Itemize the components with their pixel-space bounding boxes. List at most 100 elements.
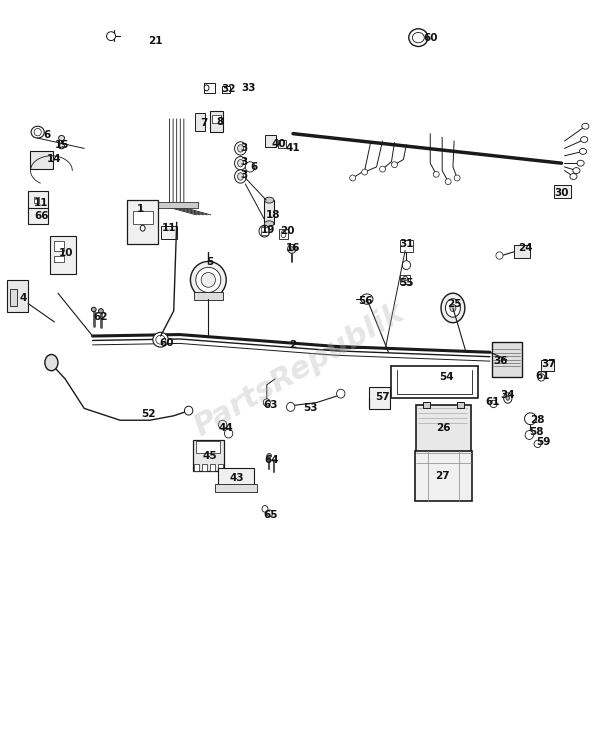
Text: 7: 7 — [200, 118, 208, 127]
Ellipse shape — [445, 178, 451, 184]
Bar — [204, 83, 215, 93]
Text: 24: 24 — [518, 243, 533, 253]
Bar — [401, 275, 410, 284]
Ellipse shape — [582, 124, 589, 130]
Text: 5: 5 — [206, 258, 213, 267]
Bar — [194, 292, 222, 300]
Text: 61: 61 — [535, 371, 550, 381]
Bar — [28, 208, 48, 224]
Bar — [194, 464, 199, 471]
Ellipse shape — [392, 162, 398, 168]
Text: 34: 34 — [501, 390, 515, 400]
Text: 30: 30 — [554, 188, 569, 198]
Text: 16: 16 — [286, 243, 300, 253]
Text: 32: 32 — [221, 84, 236, 94]
Ellipse shape — [413, 33, 425, 43]
Text: 11: 11 — [161, 223, 176, 233]
Ellipse shape — [409, 29, 428, 47]
Text: PartsRepublik: PartsRepublik — [188, 298, 410, 442]
Ellipse shape — [234, 170, 246, 183]
Text: 25: 25 — [447, 298, 462, 309]
Text: 54: 54 — [440, 372, 454, 383]
Text: 44: 44 — [219, 423, 234, 433]
Text: 64: 64 — [265, 455, 279, 465]
Text: 61: 61 — [486, 397, 500, 408]
Text: 40: 40 — [272, 139, 286, 149]
Text: 6: 6 — [251, 162, 258, 172]
Ellipse shape — [579, 149, 587, 155]
Bar — [127, 200, 158, 244]
Bar — [210, 112, 223, 132]
Bar — [554, 184, 571, 198]
Bar — [7, 280, 28, 312]
Ellipse shape — [525, 431, 533, 440]
Ellipse shape — [262, 505, 268, 512]
Ellipse shape — [245, 162, 255, 172]
Ellipse shape — [45, 354, 58, 371]
Text: 65: 65 — [263, 510, 277, 519]
Text: 11: 11 — [34, 198, 48, 208]
Text: 21: 21 — [148, 36, 163, 47]
Ellipse shape — [91, 307, 96, 312]
Bar — [196, 441, 220, 453]
Text: 62: 62 — [94, 312, 108, 322]
Bar — [265, 135, 276, 147]
Ellipse shape — [380, 166, 386, 172]
Text: 3: 3 — [240, 170, 248, 180]
Bar — [261, 227, 268, 235]
Text: 33: 33 — [241, 83, 255, 92]
Ellipse shape — [184, 406, 193, 415]
Ellipse shape — [267, 454, 271, 458]
Ellipse shape — [237, 160, 243, 167]
Text: 45: 45 — [202, 451, 217, 461]
Bar — [218, 468, 254, 491]
Ellipse shape — [570, 173, 577, 179]
Text: 59: 59 — [536, 437, 551, 448]
Bar — [133, 211, 153, 224]
Text: 41: 41 — [286, 144, 300, 153]
Ellipse shape — [538, 374, 545, 381]
Ellipse shape — [362, 169, 368, 175]
Text: 3: 3 — [240, 144, 248, 153]
Text: 10: 10 — [59, 249, 74, 258]
Ellipse shape — [259, 225, 270, 237]
Bar — [50, 235, 76, 274]
Text: 31: 31 — [399, 240, 414, 249]
Bar — [195, 113, 205, 131]
Ellipse shape — [153, 332, 169, 347]
Bar — [138, 201, 197, 207]
Bar — [370, 387, 390, 409]
Bar — [492, 342, 521, 377]
Bar — [54, 240, 64, 251]
Text: 8: 8 — [216, 117, 224, 127]
Text: 18: 18 — [266, 210, 280, 220]
Ellipse shape — [201, 272, 215, 287]
Ellipse shape — [59, 144, 65, 149]
Text: 56: 56 — [359, 295, 373, 306]
Ellipse shape — [264, 221, 274, 226]
Ellipse shape — [281, 230, 286, 238]
Bar — [54, 256, 64, 262]
Text: 53: 53 — [304, 403, 318, 414]
Bar — [415, 451, 472, 502]
Bar — [279, 229, 288, 239]
Text: 27: 27 — [435, 471, 450, 481]
Text: 43: 43 — [230, 473, 244, 482]
Text: 37: 37 — [541, 359, 556, 369]
Text: 19: 19 — [261, 225, 275, 235]
Ellipse shape — [34, 129, 41, 136]
Bar — [161, 226, 176, 239]
Ellipse shape — [264, 197, 274, 203]
Bar — [416, 405, 471, 454]
Ellipse shape — [190, 261, 226, 298]
Bar — [210, 464, 215, 471]
Ellipse shape — [350, 175, 356, 181]
Bar — [541, 360, 554, 371]
Ellipse shape — [224, 429, 233, 438]
Bar — [28, 190, 48, 212]
Bar — [215, 485, 257, 492]
Ellipse shape — [506, 396, 509, 400]
Text: 4: 4 — [20, 292, 27, 303]
Ellipse shape — [454, 175, 460, 181]
Ellipse shape — [433, 172, 439, 177]
